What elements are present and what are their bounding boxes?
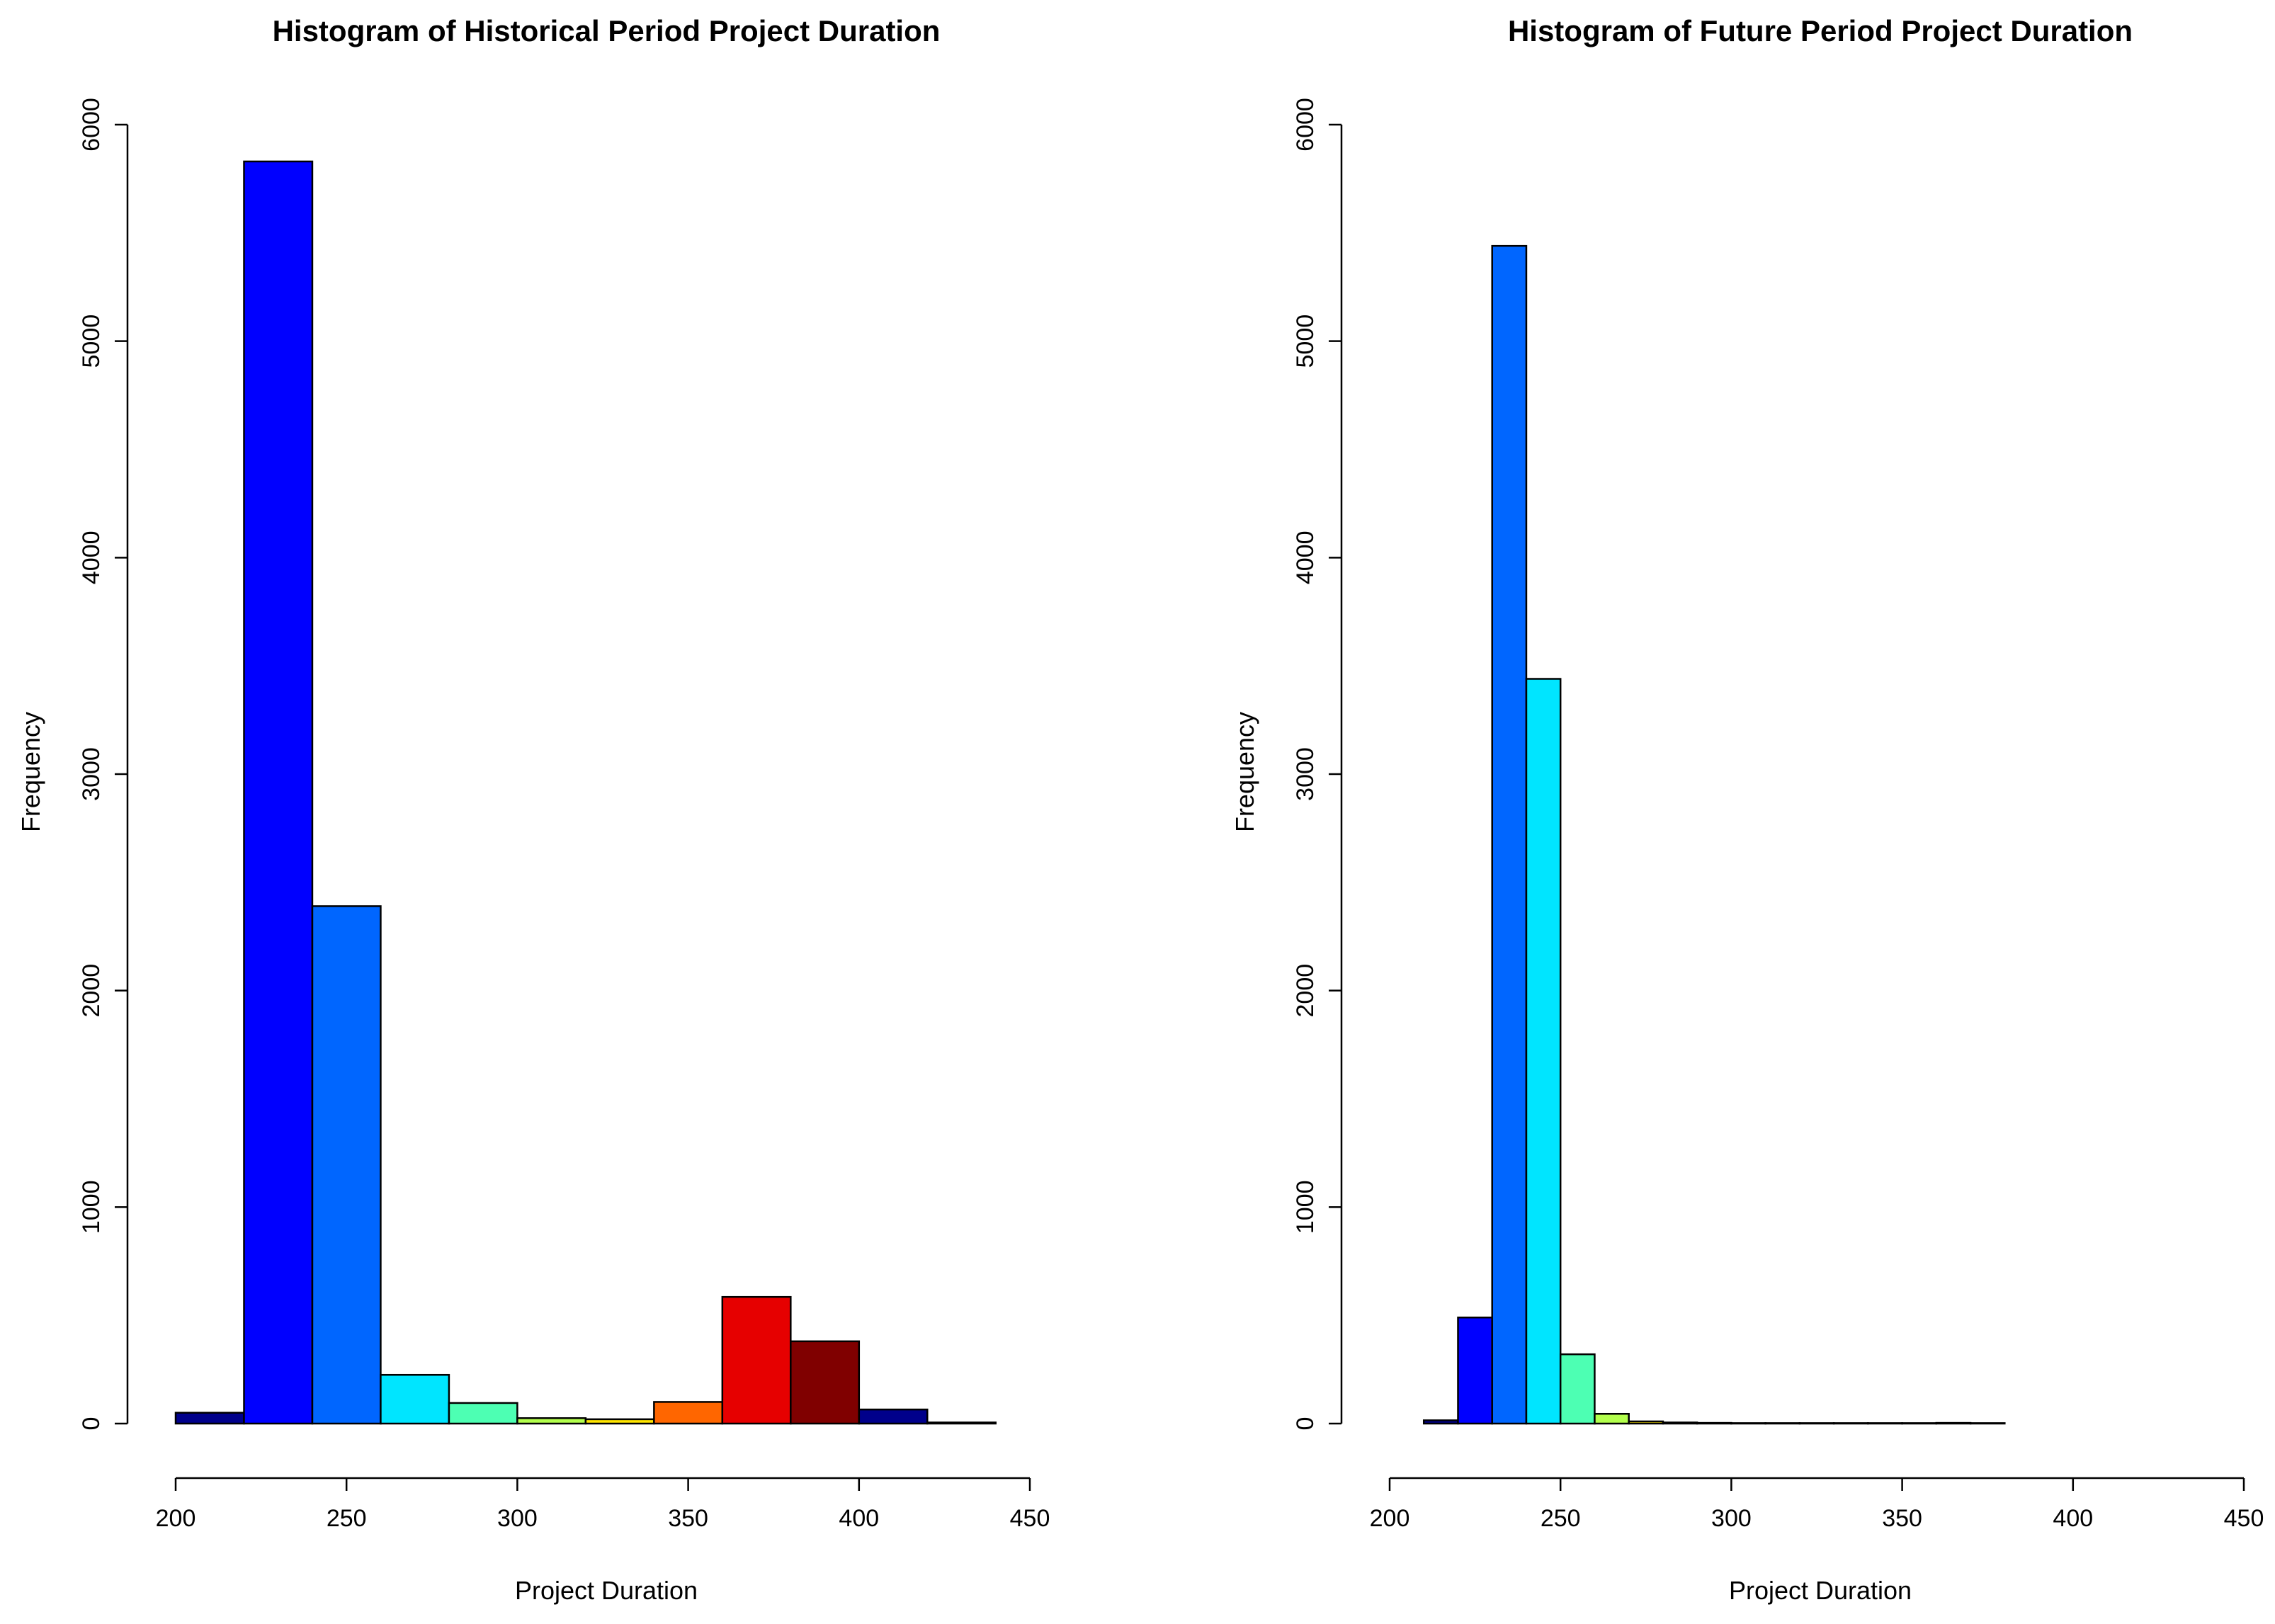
future-bar-12 [1832,1422,1869,1425]
historical-y-tick-label-0: 0 [78,1417,105,1431]
historical-y-axis-label: Frequency [16,712,45,832]
historical-bar-9 [790,1340,861,1425]
historical-x-tick-label-1: 250 [327,1505,367,1532]
future-bar-1 [1457,1316,1493,1425]
future-x-tick-label-5: 450 [2224,1505,2264,1532]
historical-bar-8 [721,1295,792,1425]
historical-y-axis: 0 1000 2000 3000 4000 5000 6000 [78,98,129,1431]
future-bar-5 [1594,1412,1630,1425]
future-bar-7 [1662,1421,1698,1425]
historical-y-tick-label-3: 3000 [78,747,105,801]
future-bar-16 [1969,1422,2006,1425]
future-y-axis-label: Frequency [1230,712,1259,832]
historical-bar-0 [174,1412,245,1425]
future-x-tick-label-3: 350 [1882,1505,1922,1532]
future-y-tick-label-3: 3000 [1292,747,1319,801]
historical-bar-2 [311,905,382,1425]
historical-x-tick-label-3: 350 [668,1505,708,1532]
historical-bar-7 [653,1401,724,1425]
historical-chart-title: Histogram of Historical Period Project D… [273,14,941,47]
future-y-tick-label-6: 6000 [1292,98,1319,152]
future-x-tick-label-2: 300 [1711,1505,1752,1532]
historical-y-tick-label-6: 6000 [78,98,105,152]
future-chart-title: Histogram of Future Period Project Durat… [1508,14,2133,47]
historical-bar-5 [516,1417,587,1425]
historical-bar-10 [858,1408,929,1425]
future-bar-3 [1525,678,1562,1425]
future-y-tick-label-0: 0 [1292,1417,1319,1431]
historical-bar-4 [448,1402,518,1425]
historical-y-tick-label-5: 5000 [78,314,105,368]
historical-bars [174,160,997,1425]
future-bar-4 [1559,1353,1596,1425]
historical-x-tick-label-2: 300 [497,1505,538,1532]
historical-bar-1 [243,160,314,1425]
historical-x-axis: 200 250 300 350 400 450 [156,1477,1050,1532]
future-bars [1422,244,2006,1425]
future-x-axis: 200 250 300 350 400 450 [1370,1477,2264,1532]
future-x-tick-label-4: 400 [2053,1505,2093,1532]
future-bar-15 [1935,1421,1972,1425]
future-bar-11 [1798,1422,1835,1425]
historical-x-axis-label: Project Duration [515,1576,698,1605]
future-y-tick-label-4: 4000 [1292,531,1319,585]
future-bar-10 [1764,1422,1801,1425]
historical-y-tick-label-1: 1000 [78,1181,105,1234]
historical-bar-6 [584,1418,655,1425]
historical-y-tick-label-4: 4000 [78,531,105,585]
historical-x-tick-label-0: 200 [156,1505,196,1532]
future-x-tick-label-1: 250 [1541,1505,1581,1532]
future-x-axis-label: Project Duration [1729,1576,1912,1605]
historical-x-tick-label-4: 400 [839,1505,879,1532]
historical-x-tick-label-5: 450 [1010,1505,1050,1532]
future-y-tick-label-2: 2000 [1292,964,1319,1018]
future-bar-14 [1901,1422,1938,1425]
future-bar-0 [1422,1419,1459,1425]
future-y-axis: 0 1000 2000 3000 4000 5000 6000 [1292,98,1343,1431]
future-bar-2 [1491,244,1528,1425]
future-bar-13 [1867,1422,1903,1425]
historical-bar-11 [926,1421,997,1425]
historical-bar-3 [380,1373,450,1425]
future-y-tick-label-5: 5000 [1292,314,1319,368]
future-bar-8 [1696,1421,1732,1425]
future-histogram-panel: Histogram of Future Period Project Durat… [1230,14,2264,1605]
future-y-tick-label-1: 1000 [1292,1181,1319,1234]
future-bar-6 [1628,1420,1664,1425]
historical-histogram-panel: Histogram of Historical Period Project D… [16,14,1050,1605]
historical-y-tick-label-2: 2000 [78,964,105,1018]
future-x-tick-label-0: 200 [1370,1505,1410,1532]
future-bar-9 [1730,1422,1766,1425]
